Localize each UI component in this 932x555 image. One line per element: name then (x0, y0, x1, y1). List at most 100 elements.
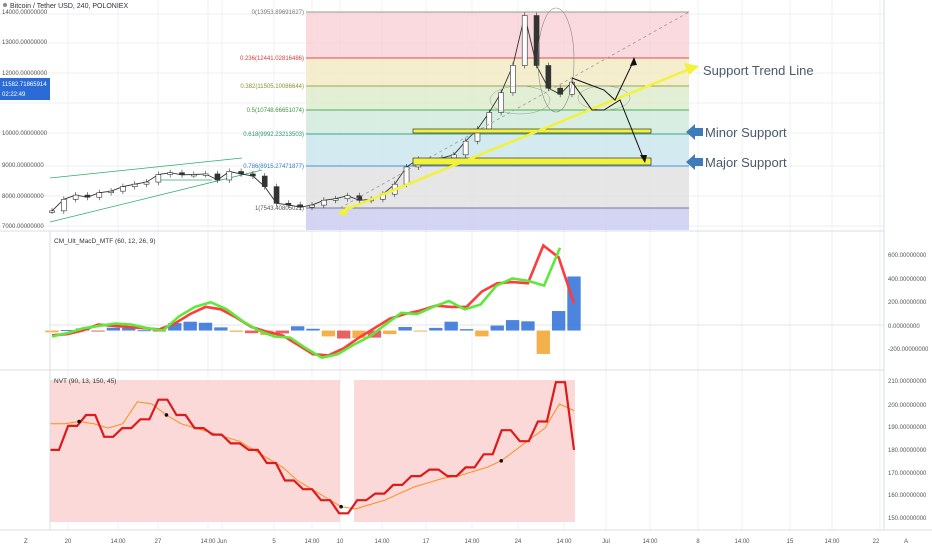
minor-support-label: Minor Support (705, 125, 787, 140)
price-axis: 11582.71865914 02:22:49 14000.00000000 1… (0, 10, 50, 230)
histogram-bar (383, 330, 397, 335)
projection-arrow-up (571, 59, 635, 101)
histogram-bar (459, 329, 474, 331)
x-tick: 14:00 (556, 539, 572, 545)
macd-signal-line (51, 243, 576, 357)
histogram-bar (490, 325, 504, 331)
major-support-box (412, 157, 652, 166)
candle-body (545, 65, 552, 89)
fib-label: 0.618(9992.23213503) (243, 132, 304, 138)
candle-body (179, 172, 185, 176)
macd-histogram (45, 276, 581, 354)
histogram-bar (475, 330, 489, 337)
candle-body (462, 140, 469, 156)
candle-body (250, 173, 256, 177)
nvt-zone (50, 380, 340, 522)
wedge-pattern (49, 157, 263, 223)
candle-body (143, 181, 150, 185)
nvt-axis: 210.00000000 200.00000000 190.00000000 1… (888, 379, 927, 522)
candle-body (273, 186, 280, 204)
candle-body (167, 172, 173, 175)
shoulder-ellipse (489, 85, 551, 115)
histogram-bar (214, 327, 228, 331)
support-trend-tail (338, 204, 350, 216)
fib-band-1 (306, 58, 689, 86)
fib-label: 0.5(10748.66651074) (247, 108, 304, 114)
y-tick: 10000.00000000 (2, 131, 48, 137)
histogram-bar (91, 330, 105, 332)
fib-band-6 (306, 208, 689, 230)
y-tick: 8000.00000000 (2, 194, 44, 200)
histogram-bar (306, 328, 320, 331)
x-tick: 14:00 (824, 539, 840, 545)
x-tick: 14:00 (200, 539, 216, 545)
histogram-bar (137, 330, 151, 332)
nvt-cross-markers (77, 413, 504, 509)
histogram-bar (122, 327, 136, 331)
histogram-bar (505, 320, 520, 331)
nvt-cross-dot (339, 504, 343, 509)
x-tick: 24 (515, 539, 522, 545)
histogram-bar (168, 323, 182, 331)
histogram-bar (567, 276, 581, 331)
x-tick: 14:00 (464, 539, 480, 545)
nvt-cross-dot (77, 419, 81, 424)
nvt-y-tick: 210.00000000 (888, 379, 927, 385)
candle-body (72, 194, 79, 200)
candle-body (498, 92, 504, 113)
price-tag-time: 02:22:49 (2, 92, 26, 98)
nvt-y-tick: 160.00000000 (888, 493, 927, 499)
bottom-left-label[interactable]: Z (24, 539, 28, 545)
nvt-y-tick: 180.00000000 (888, 448, 927, 454)
histogram-bar (337, 330, 351, 339)
nvt-line (50, 381, 576, 515)
x-tick: 14:00 (642, 539, 658, 545)
histogram-bar (413, 330, 428, 332)
histogram-bar (321, 330, 336, 337)
price-tag-value: 11582.71865914 (2, 82, 47, 88)
nvt-cross-dot (164, 413, 169, 417)
candle-body (486, 112, 493, 130)
nvt-cross-dot (499, 459, 504, 463)
histogram-bar (198, 322, 213, 331)
major-support-label: Major Support (705, 155, 787, 170)
candle-body (191, 174, 197, 177)
support-trend-line-label: Support Trend Line (703, 63, 814, 78)
macd-y-tick: -200.00000000 (888, 347, 929, 353)
support-trend-arrowhead (684, 63, 699, 75)
fib-label: 0.382(11505.10086644) (240, 84, 304, 90)
fib-retracement: 0(13953.89691627) 0.236(12441.02816486) … (240, 10, 689, 230)
fib-label: 1(7543.40805021) (255, 206, 304, 212)
histogram-bar (290, 326, 305, 331)
histogram-bar (106, 327, 121, 331)
nvt-zone (354, 380, 575, 522)
x-tick: 14:00 (110, 539, 126, 545)
x-tick: 8 (696, 539, 700, 545)
candle-body (261, 175, 268, 187)
y-tick: 12000.00000000 (2, 71, 48, 77)
nvt-y-tick: 150.00000000 (888, 516, 927, 522)
nvt-y-tick: 200.00000000 (888, 403, 927, 409)
candle-body (356, 195, 363, 201)
histogram-bar (429, 327, 443, 331)
candle-body (332, 198, 339, 201)
candle-body (202, 173, 209, 176)
major-support-arrow (686, 154, 703, 170)
projection-arrow-down (571, 81, 645, 161)
x-tick: 22 (873, 539, 880, 545)
histogram-bar (352, 330, 366, 338)
blue-arrows (686, 124, 703, 170)
candle-body (214, 173, 221, 181)
peak-ellipse (537, 7, 575, 113)
bottom-right-label[interactable]: A (904, 539, 908, 545)
histogram-bar (45, 330, 59, 333)
candle-body (521, 15, 528, 66)
candle-body (297, 204, 303, 208)
fib-label: 0.236(12441.02816486) (240, 56, 304, 62)
arrowhead-down (640, 155, 647, 163)
x-tick: 10 (337, 539, 344, 545)
candle-body (108, 190, 114, 193)
fib-band-0 (306, 12, 689, 58)
nvt-pane: NVT (90, 13, 150, 45) 210.00000000 200.0… (50, 378, 927, 522)
